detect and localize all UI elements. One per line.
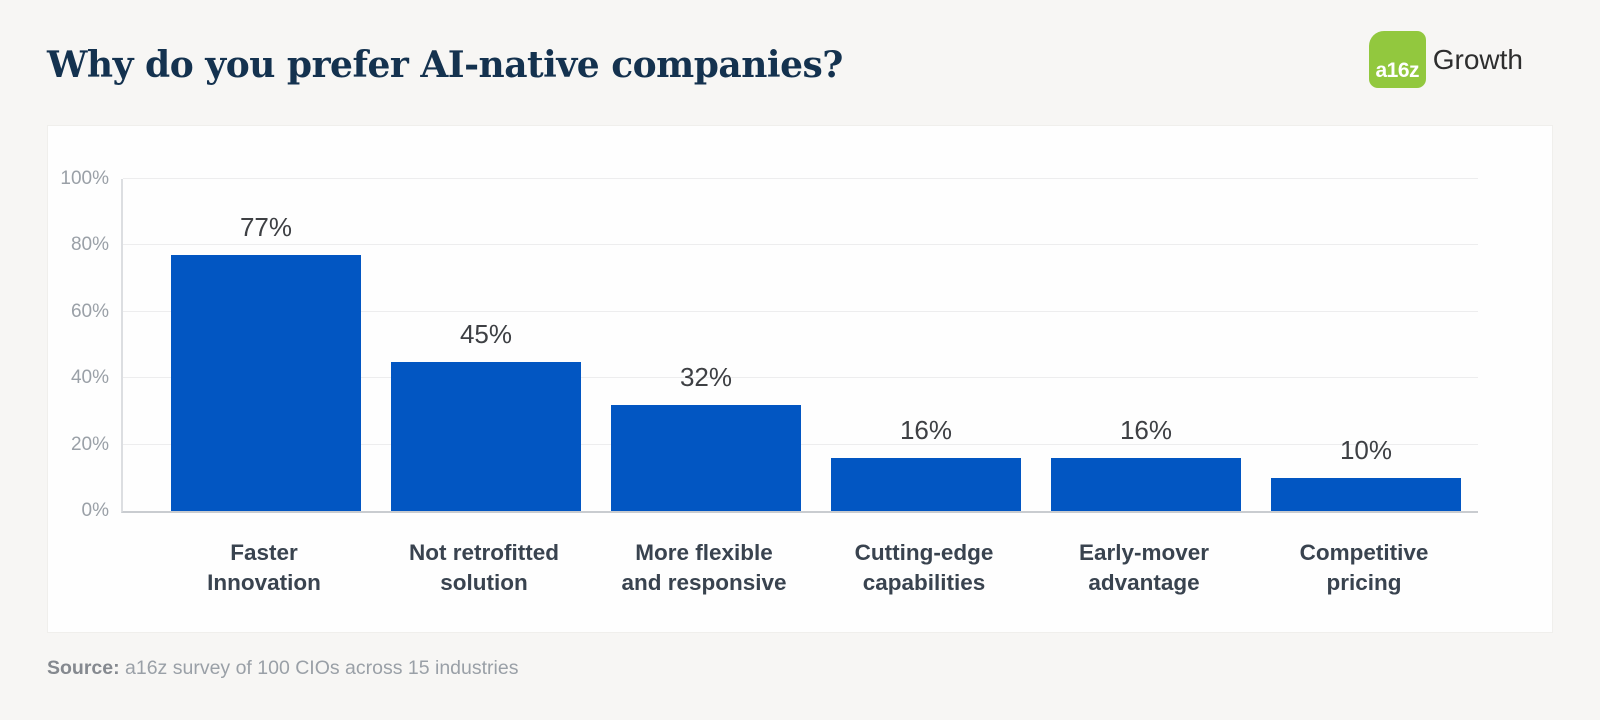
logo-growth-label: Growth xyxy=(1432,43,1523,75)
category-label: Not retrofitted solution xyxy=(409,540,559,595)
bar-column: 45% xyxy=(391,179,581,511)
bar-column: 77% xyxy=(171,179,361,511)
gridline xyxy=(123,244,1478,246)
gridline xyxy=(123,310,1478,312)
bar-column: 10% xyxy=(1271,179,1461,511)
y-tick-label: 40% xyxy=(70,367,109,389)
category-label: Early-mover advantage xyxy=(1078,540,1210,595)
bar xyxy=(1051,457,1241,511)
category-label: Cutting-edge capabilities xyxy=(854,540,994,595)
a16z-growth-logo: a16z Growth xyxy=(1368,31,1523,88)
bar-value-label: 16% xyxy=(899,414,953,445)
chart-plot-area: 0% 20% 40% 60% 80% 100% 77% 45% 32% 16% 16% 10% xyxy=(60,168,1478,521)
y-tick-label: 20% xyxy=(70,433,109,455)
x-axis-labels: Faster Innovation Not retrofitted solutio… xyxy=(169,538,1459,598)
bar-value-label: 16% xyxy=(1119,414,1173,445)
bar-column: 16% xyxy=(1051,179,1241,511)
a16z-logo-icon: a16z xyxy=(1368,31,1426,88)
bar-value-label: 32% xyxy=(679,361,733,392)
bar xyxy=(831,457,1021,511)
bar xyxy=(171,255,361,511)
source-note: Source: a16z survey of 100 CIOs across 1… xyxy=(47,657,518,680)
gridline xyxy=(123,178,1478,179)
y-tick-label: 60% xyxy=(70,300,109,322)
bar xyxy=(1271,477,1461,511)
bar-value-label: 77% xyxy=(239,212,293,243)
source-label: Source: xyxy=(47,657,120,679)
category-label: More flexible and responsive xyxy=(621,540,787,595)
bar xyxy=(611,404,801,511)
gridline xyxy=(123,377,1478,379)
source-text: a16z survey of 100 CIOs across 15 indust… xyxy=(119,657,519,679)
page-title: Why do you prefer AI-native companies? xyxy=(47,44,843,86)
y-tick-label: 0% xyxy=(81,500,109,521)
category-label: Faster Innovation xyxy=(207,540,321,595)
bar xyxy=(391,361,581,511)
bar-value-label: 45% xyxy=(459,318,513,349)
bar-value-label: 10% xyxy=(1339,434,1393,465)
bars: 77% 45% 32% 16% 16% 10% xyxy=(171,179,1461,511)
bar-column: 16% xyxy=(831,179,1021,511)
category-label: Competitive pricing xyxy=(1299,540,1429,595)
y-tick-label: 100% xyxy=(60,168,109,189)
bar-column: 32% xyxy=(611,179,801,511)
chart-card: 0% 20% 40% 60% 80% 100% 77% 45% 32% 16% 16% 10% Fa… xyxy=(47,125,1553,633)
y-tick-label: 80% xyxy=(70,234,109,256)
